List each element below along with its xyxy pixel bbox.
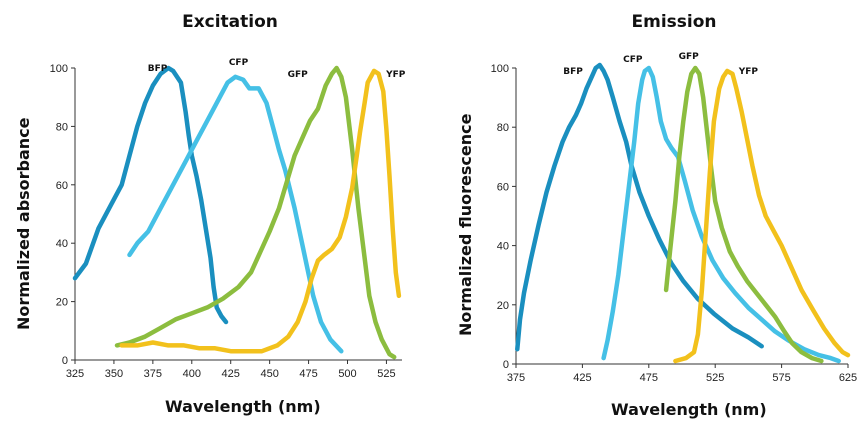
excitation-title: Excitation	[182, 12, 278, 32]
excitation-y-tick-label: 0	[62, 355, 68, 367]
emission-bfp-label: BFP	[563, 67, 583, 77]
emission-y-tick-label: 60	[497, 181, 509, 193]
emission-x-tick-label: 425	[573, 372, 591, 384]
excitation-x-tick-label: 475	[299, 368, 317, 380]
excitation-cfp-label: CFP	[229, 58, 249, 68]
excitation-y-tick-label: 100	[50, 63, 68, 75]
emission-x-tick-label: 525	[706, 372, 724, 384]
excitation-x-tick-label: 325	[66, 368, 84, 380]
excitation-x-tick-label: 500	[338, 368, 356, 380]
emission-x-tick-label: 375	[507, 372, 525, 384]
emission-y-tick-label: 0	[503, 359, 509, 371]
emission-y-tick-label: 40	[497, 241, 509, 253]
excitation-y-tick-label: 80	[56, 121, 68, 133]
emission-y-tick-label: 20	[497, 300, 509, 312]
emission-x-tick-label: 625	[839, 372, 857, 384]
emission-y-tick-label: 100	[491, 63, 509, 75]
excitation-x-tick-label: 450	[260, 368, 278, 380]
excitation-cfp-curve	[127, 74, 344, 354]
excitation-x-axis-title: Wavelength (nm)	[165, 397, 321, 416]
excitation-gfp-label: GFP	[288, 70, 309, 80]
excitation-gfp-curve	[114, 65, 397, 360]
emission-title: Emission	[631, 12, 717, 32]
excitation-y-tick-label: 40	[56, 238, 68, 250]
emission-x-tick-label: 475	[640, 372, 658, 384]
excitation-x-tick-label: 375	[144, 368, 162, 380]
excitation-y-tick-label: 20	[56, 297, 68, 309]
excitation-x-tick-label: 350	[105, 368, 123, 380]
emission-y-tick-label: 80	[497, 122, 509, 134]
excitation-x-tick-label: 425	[222, 368, 240, 380]
emission-cfp-label: CFP	[623, 55, 643, 65]
emission-x-tick-label: 575	[772, 372, 790, 384]
emission-x-axis-title: Wavelength (nm)	[611, 400, 767, 419]
emission-yfp-label: YFP	[738, 67, 759, 77]
excitation-yfp-curve	[119, 68, 402, 354]
emission-bfp-curve	[515, 62, 764, 352]
excitation-y-tick-label: 60	[56, 180, 68, 192]
excitation-x-tick-label: 525	[377, 368, 395, 380]
emission-cfp-curve	[601, 65, 841, 364]
excitation-bfp-label: BFP	[148, 64, 168, 74]
emission-gfp-label: GFP	[679, 52, 700, 62]
excitation-bfp-curve	[72, 65, 229, 325]
emission-yfp-curve	[673, 68, 851, 364]
excitation-x-tick-label: 400	[183, 368, 201, 380]
emission-gfp-curve	[663, 65, 824, 364]
excitation-yfp-label: YFP	[385, 70, 406, 80]
